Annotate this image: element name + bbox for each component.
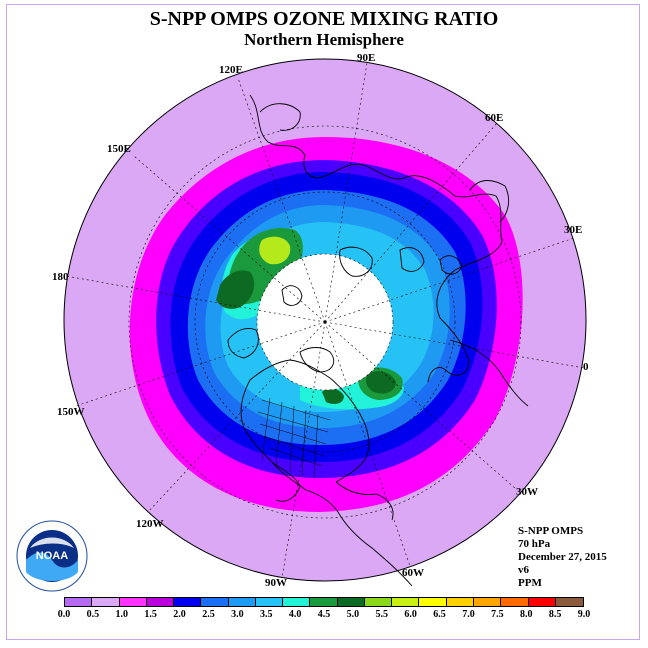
colorbar-segment	[255, 598, 284, 606]
lon-label-120e: 120E	[219, 64, 243, 76]
colorbar-tick-label: 3.5	[259, 609, 273, 620]
colorbar-ticks: 0.0 0.5 1.0 1.5 2.0 2.5 3.0 3.5 4.0 4.5 5.0 5.5 6.0 6…	[58, 609, 591, 623]
longitude-labels: 90E 60E 30E 0 30W 60W 90W 120W 150W 180 …	[52, 52, 589, 589]
lon-label-30e: 30E	[564, 224, 582, 236]
colorbar-tick-label: 1.5	[144, 609, 157, 620]
logo-text: NOAA	[36, 550, 68, 562]
colorbar-tick-label: 4.5	[317, 609, 331, 620]
colorbar-segment	[501, 598, 529, 606]
colorbar-segment	[119, 598, 147, 606]
us-state-grid	[257, 397, 331, 479]
map-frame	[6, 4, 640, 640]
info-block: S-NPP OMPS 70 hPa December 27, 2015 v6 P…	[518, 525, 607, 590]
colorbar-segment	[228, 598, 256, 606]
colorbar-tick-label: 2.5	[202, 609, 215, 620]
colorbar-segment	[528, 598, 556, 606]
colorbar-tick-label: 9.0	[577, 609, 591, 620]
dark-green-region-east	[366, 371, 396, 394]
dark-green-region-center	[322, 388, 344, 404]
colorbar-segment	[146, 598, 175, 606]
colorbar-tick-label: 5.0	[346, 609, 360, 620]
colorbar-segment	[337, 598, 365, 606]
lon-label-120w: 120W	[136, 518, 164, 530]
map-subtitle: Northern Hemisphere	[244, 30, 404, 49]
info-units: PPM	[518, 577, 542, 589]
lon-label-180: 180	[52, 271, 69, 283]
colorbar-tick-label: 8.0	[519, 609, 533, 620]
colorbar-segment	[310, 598, 338, 606]
lon-label-0: 0	[583, 361, 589, 373]
colorbar-tick-label: 7.5	[491, 609, 504, 620]
lime-region	[259, 236, 291, 265]
graticule	[65, 62, 585, 579]
lon-label-150w: 150W	[57, 406, 85, 418]
lon-label-30w: 30W	[516, 486, 538, 498]
colorbar-segment	[201, 598, 229, 606]
noaa-logo: NOAA	[16, 520, 88, 592]
dark-green-region-west	[216, 270, 255, 309]
colorbar-tick-label: 6.0	[404, 609, 417, 620]
colorbar-tick-label: 3.0	[231, 609, 244, 620]
colorbar-segment	[65, 598, 93, 606]
colorbar-segment	[392, 598, 420, 606]
map-title: S-NPP OMPS OZONE MIXING RATIO	[149, 8, 499, 30]
lon-label-60e: 60E	[485, 112, 503, 124]
coastlines	[227, 94, 529, 587]
map-boundary	[63, 58, 587, 582]
lon-label-90e: 90E	[357, 52, 375, 64]
info-pressure: 70 hPa	[518, 538, 551, 550]
colorbar	[64, 597, 584, 607]
info-version: v6	[518, 564, 529, 576]
lon-label-90w: 90W	[265, 577, 287, 589]
colorbar-segment	[446, 598, 474, 606]
colorbar-tick-label: 2.0	[173, 609, 186, 620]
colorbar-segment	[174, 598, 202, 606]
colorbar-tick-label: 8.5	[548, 609, 562, 620]
colorbar-tick-label: 6.5	[433, 609, 446, 620]
colorbar-tick-label: 5.5	[375, 609, 389, 620]
colorbar-tick-label: 4.0	[288, 609, 302, 620]
colorbar-segment	[419, 598, 447, 606]
colorbar-tick-label: 7.0	[462, 609, 475, 620]
lon-label-150e: 150E	[107, 143, 131, 155]
colorbar-tick-label: 0.0	[57, 609, 71, 620]
colorbar-tick-label: 0.5	[86, 609, 100, 620]
colorbar-segment	[283, 598, 311, 606]
colorbar-segment	[92, 598, 120, 606]
lon-label-60w: 60W	[402, 567, 424, 579]
colorbar-tick-label: 1.0	[115, 609, 129, 620]
colorbar-segment	[364, 598, 393, 606]
info-instrument: S-NPP OMPS	[518, 525, 584, 537]
info-date: December 27, 2015	[518, 551, 607, 563]
colorbar-segment	[555, 598, 584, 606]
colorbar-segment	[473, 598, 502, 606]
